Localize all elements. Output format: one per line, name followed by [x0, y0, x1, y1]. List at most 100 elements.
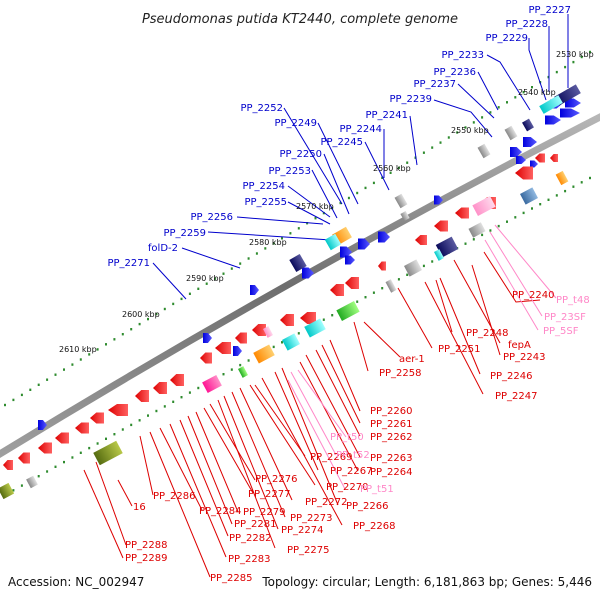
- outer-tick: [447, 136, 450, 139]
- inner-tick: [54, 465, 57, 468]
- outer-tick: [356, 191, 359, 195]
- outer-tick: [506, 101, 508, 104]
- outer-tick: [497, 106, 500, 109]
- outer-tick: [297, 227, 300, 230]
- outer-tick: [163, 307, 166, 311]
- inner-tick: [180, 396, 183, 399]
- forward-leader: [287, 185, 331, 218]
- reverse-gene-label: PP_2289: [125, 553, 168, 564]
- reverse-gene-label: PP_2285: [210, 573, 253, 584]
- forward-gene-arrow: [545, 115, 561, 125]
- forward-gene-label: PP_2245: [320, 137, 363, 148]
- forward-gene-arrow: [510, 147, 522, 157]
- reverse-gene-label: PP_2288: [125, 540, 168, 551]
- reverse-gene-label: PP_2263: [370, 453, 413, 464]
- outer-tick: [489, 111, 492, 114]
- reverse-gene-label: PP_2269: [310, 452, 353, 463]
- inner-tick: [356, 300, 359, 303]
- rna-leader: [290, 371, 337, 456]
- forward-gene-arrow: [434, 195, 443, 205]
- inner-tick: [481, 233, 484, 237]
- forward-leader: [311, 169, 338, 219]
- outer-tick: [239, 262, 242, 265]
- outer-tick: [222, 272, 225, 275]
- ruler-label: 2550 kbp: [451, 126, 489, 135]
- inner-tick: [497, 224, 500, 228]
- reverse-leader: [363, 321, 401, 358]
- outer-tick: [138, 322, 141, 326]
- reverse-gene-arrow: [434, 220, 448, 232]
- outer-tick: [20, 393, 23, 397]
- reverse-leader: [329, 339, 361, 412]
- outer-tick: [113, 338, 116, 341]
- reverse-gene-label: PP_2286: [153, 491, 196, 502]
- inner-tick: [79, 451, 82, 454]
- inner-tick: [539, 203, 542, 206]
- forward-leader: [287, 201, 331, 225]
- outer-tick: [172, 302, 175, 306]
- inner-tick: [247, 359, 250, 362]
- forward-gene-label: PP_2227: [528, 5, 571, 16]
- forward-gene-arrow: [565, 98, 581, 108]
- reverse-gene-block: [385, 279, 397, 293]
- outer-tick: [514, 96, 517, 99]
- reverse-gene-label: PP_2283: [228, 554, 271, 565]
- outer-tick: [589, 50, 591, 54]
- outer-tick: [522, 91, 525, 94]
- reverse-gene-block: [468, 222, 486, 238]
- forward-gene-label: PP_2250: [279, 149, 322, 160]
- outer-tick: [381, 176, 384, 179]
- reverse-leader: [239, 387, 293, 501]
- inner-tick: [322, 318, 325, 321]
- forward-leader: [409, 115, 418, 166]
- outer-tick: [322, 211, 325, 215]
- outer-tick: [88, 353, 91, 356]
- reverse-gene-block: [336, 301, 360, 321]
- outer-tick: [339, 201, 342, 205]
- reverse-leader: [249, 384, 316, 486]
- inner-tick: [297, 332, 300, 335]
- outer-tick: [572, 60, 575, 64]
- inner-tick: [105, 437, 107, 440]
- genome-backbone: [0, 113, 600, 458]
- reverse-leader: [305, 354, 361, 458]
- reverse-gene-label: PP_2243: [503, 352, 546, 363]
- reverse-gene-block: [263, 326, 273, 338]
- reverse-leader: [274, 371, 319, 471]
- forward-gene-label: PP_2241: [365, 110, 408, 121]
- outer-tick: [54, 373, 57, 376]
- outer-tick: [272, 242, 275, 245]
- forward-gene-arrow: [530, 160, 538, 168]
- inner-tick: [197, 386, 200, 390]
- reverse-gene-label: PP_2284: [199, 506, 242, 517]
- forward-gene-label: PP_2244: [339, 124, 382, 135]
- rna-gene-label: PP_t50: [330, 432, 364, 443]
- inner-tick: [431, 260, 434, 263]
- reverse-gene-arrow: [330, 284, 344, 296]
- reverse-gene-block: [555, 170, 569, 186]
- forward-gene-label: PP_2237: [413, 79, 456, 90]
- inner-tick: [564, 189, 567, 193]
- ruler-label: 2580 kbp: [249, 238, 287, 247]
- reverse-gene-arrow: [415, 235, 427, 245]
- reverse-gene-arrow: [345, 277, 359, 289]
- inner-tick: [572, 185, 575, 188]
- reverse-leader: [179, 419, 229, 537]
- map-title: Pseudomonas putida KT2440, complete geno…: [142, 12, 458, 27]
- reverse-leader: [117, 479, 133, 507]
- outer-tick: [531, 86, 533, 89]
- inner-tick: [155, 409, 158, 413]
- forward-leader: [283, 107, 343, 205]
- reverse-gene-label: fepA: [508, 340, 531, 351]
- rna-leader: [484, 239, 539, 331]
- forward-gene-label: folD-2: [148, 243, 178, 254]
- inner-tick: [172, 400, 175, 403]
- inner-tick: [514, 216, 517, 219]
- outer-tick: [431, 146, 434, 149]
- forward-gene-label: PP_2228: [505, 19, 548, 30]
- outer-tick: [406, 161, 409, 164]
- reverse-gene-arrow: [55, 432, 69, 444]
- forward-gene-labels: PP_2227PP_2228PP_2229PP_2233PP_2236PP_22…: [107, 5, 571, 269]
- reverse-gene-label: PP_2282: [229, 533, 272, 544]
- ruler-label: 2560 kbp: [373, 164, 411, 173]
